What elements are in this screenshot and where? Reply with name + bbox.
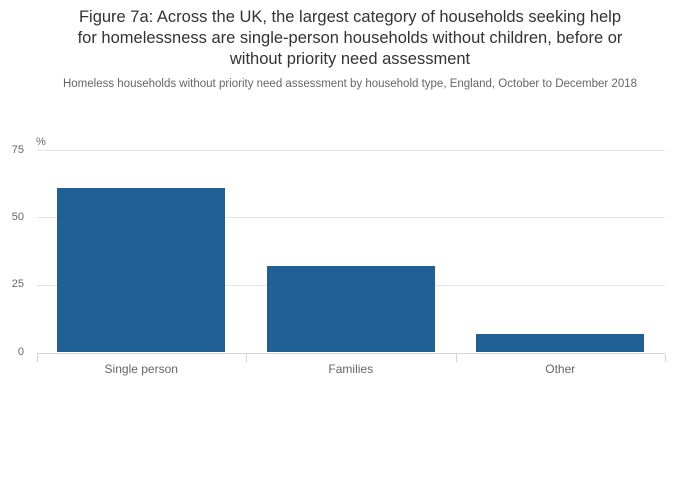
bar-single-person xyxy=(57,188,226,353)
bar-other xyxy=(476,333,645,353)
y-axis-tick-label-0: 0 xyxy=(17,345,24,358)
y-axis-tick-label-50: 50 xyxy=(11,210,24,223)
y-axis-unit-label: % xyxy=(36,136,46,148)
x-axis-tick xyxy=(246,353,247,362)
x-axis-label-other: Other xyxy=(545,361,576,376)
x-axis-label-single-person: Single person xyxy=(104,361,178,376)
chart-title-line-2: for homelessness are single-person house… xyxy=(77,29,623,47)
chart-subtitle: Homeless households without priority nee… xyxy=(62,78,638,90)
chart-title-line-1: Figure 7a: Across the UK, the largest ca… xyxy=(78,8,622,26)
chart-title-line-3: without priority need assessment xyxy=(229,50,471,68)
x-axis-line xyxy=(36,352,665,354)
y-axis-tick-label-75: 75 xyxy=(11,143,24,156)
gridline-50 xyxy=(36,217,665,219)
x-axis-tick xyxy=(665,353,666,362)
x-axis-tick xyxy=(36,353,38,362)
bar-families xyxy=(266,266,435,353)
chart-title: Figure 7a: Across the UK, the largest ca… xyxy=(20,7,680,70)
y-axis-tick-label-25: 25 xyxy=(11,278,24,291)
gridline-75 xyxy=(36,150,665,151)
x-axis-label-families: Families xyxy=(328,361,374,376)
x-axis-tick xyxy=(455,353,457,362)
